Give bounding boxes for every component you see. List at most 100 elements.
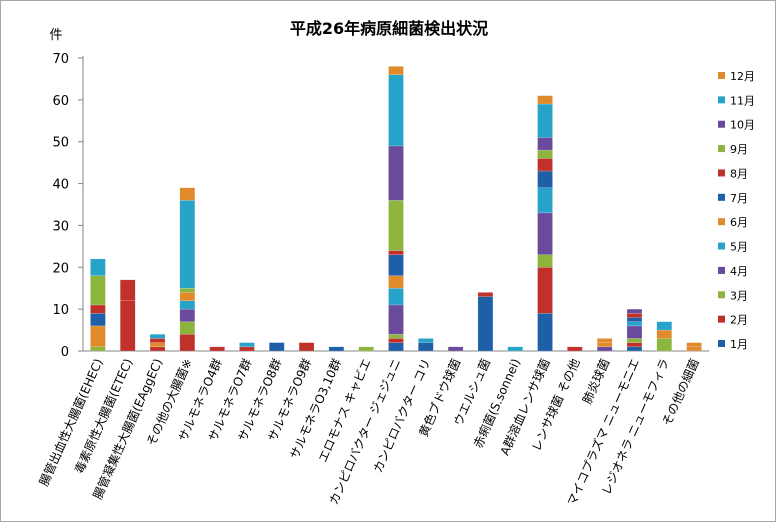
bar-segment-19-7	[626, 317, 643, 322]
bar-segment-20-3	[656, 338, 673, 352]
bar-segment-11-3	[388, 334, 404, 339]
bar-segment-1-9	[90, 275, 106, 306]
bar-segment-12-11	[418, 338, 434, 343]
legend-label-2: 2月	[730, 314, 748, 327]
legend-label-1: 1月	[730, 338, 748, 351]
bar-segment-16-7	[537, 170, 553, 189]
bar-segment-3-8	[149, 338, 166, 343]
legend-label-9: 9月	[730, 143, 748, 156]
legend-label-5: 5月	[730, 241, 748, 254]
bar-segment-16-1	[537, 313, 553, 352]
y-tick-label: 10	[52, 303, 69, 318]
bar-segment-11-7	[388, 254, 404, 276]
bar-segment-2-2	[119, 300, 136, 352]
bar-segment-16-9	[537, 149, 553, 159]
bar-segment-14-8	[477, 292, 494, 297]
bar-segment-7-7	[269, 342, 285, 352]
legend-swatch-2	[718, 315, 725, 323]
bar-segment-4-3	[179, 321, 196, 335]
bar-segment-19-1	[626, 346, 643, 352]
bar-segment-6-11	[239, 342, 255, 348]
y-tick-label: 50	[52, 136, 69, 151]
bar-segment-8-2	[298, 342, 315, 352]
bar-segment-4-4	[179, 308, 196, 322]
legend-swatch-10	[718, 120, 725, 128]
bar-segment-2-8	[119, 279, 136, 302]
y-tick-label: 40	[52, 178, 69, 193]
bar-segment-11-11	[388, 74, 404, 147]
bar-segment-11-4	[388, 304, 404, 335]
bar-segment-12-7	[418, 342, 434, 352]
legend-swatch-5	[718, 242, 725, 250]
legend: 12月 11月 10月 9月 8月 7月 6月 5月 4月 3月 2月 1月	[718, 70, 755, 351]
bar-segment-11-2	[388, 338, 404, 343]
y-tick-label: 0	[61, 345, 69, 360]
bar-segment-11-5	[388, 287, 404, 306]
legend-label-6: 6月	[730, 216, 748, 229]
legend-label-7: 7月	[730, 192, 748, 205]
bar-segment-1-11	[90, 258, 106, 276]
legend-swatch-1	[718, 340, 725, 347]
bar-segment-3-11	[149, 334, 166, 339]
legend-label-10: 10月	[730, 119, 755, 132]
bar-segment-16-3	[537, 254, 553, 268]
bar-segment-4-11	[179, 200, 196, 289]
bar-segment-17-2	[567, 346, 583, 352]
legend-swatch-11	[718, 96, 725, 104]
bar-segment-18-12	[596, 338, 613, 343]
bar-segment-18-4	[596, 346, 613, 352]
bars	[90, 66, 702, 352]
legend-swatch-8	[718, 169, 725, 177]
bar-segment-18-6	[596, 342, 613, 348]
bar-segment-21-6	[686, 346, 702, 352]
bar-segment-16-4	[537, 212, 553, 255]
bar-segment-4-6	[179, 292, 196, 302]
bar-segment-4-9	[179, 287, 196, 293]
bar-segment-11-12	[388, 66, 404, 75]
bar-segment-11-9	[388, 200, 404, 251]
bar-segment-19-8	[626, 313, 643, 318]
bar-segment-10-3	[358, 346, 374, 352]
bar-segment-13-4	[447, 346, 464, 352]
bar-segment-4-5	[179, 300, 196, 310]
legend-swatch-9	[718, 145, 725, 153]
bar-segment-19-5	[626, 321, 643, 327]
x-tick-labels: 腸管出血性大腸菌(EHEC)毒素原性大腸菌(ETEC)腸管凝集性大腸菌(EAgg…	[36, 356, 702, 508]
legend-swatch-3	[718, 291, 725, 299]
legend-label-11: 11月	[730, 94, 755, 107]
axes: 0 10 20 30 40 50 60 70	[52, 52, 709, 360]
legend-swatch-7	[718, 193, 725, 201]
bar-segment-3-6	[149, 342, 166, 348]
y-tick-label: 60	[52, 94, 69, 109]
x-tick-label-18: 肺炎球菌	[580, 357, 612, 407]
bar-segment-11-10	[388, 145, 404, 201]
bar-segment-14-1	[477, 296, 494, 352]
bar-segment-5-2	[209, 346, 225, 352]
legend-swatch-4	[718, 266, 725, 274]
y-tick-label: 20	[52, 261, 69, 276]
y-axis-unit-label: 件	[49, 28, 62, 43]
bar-segment-16-2	[537, 267, 553, 314]
legend-label-12: 12月	[730, 70, 755, 83]
chart-title: 平成26年病原細菌検出状況	[290, 19, 488, 38]
bar-segment-19-10	[626, 308, 643, 314]
bar-segment-16-8	[537, 158, 553, 172]
legend-swatch-6	[718, 218, 725, 226]
bar-segment-6-2	[239, 346, 255, 352]
y-tick-label: 70	[52, 52, 69, 67]
bar-segment-19-3	[626, 338, 643, 343]
bar-segment-20-11	[656, 321, 673, 331]
bar-segment-16-12	[537, 95, 553, 105]
bar-segment-4-2	[179, 334, 196, 352]
bar-segment-1-3	[90, 346, 106, 352]
y-tick-label: 30	[52, 219, 69, 234]
bar-segment-15-11	[507, 346, 523, 352]
bar-segment-11-8	[388, 250, 404, 255]
bar-segment-4-12	[179, 187, 196, 201]
legend-swatch-12	[718, 72, 725, 79]
bar-segment-1-6	[90, 325, 106, 348]
bar-segment-20-6	[656, 329, 673, 339]
bar-segment-19-4	[626, 325, 643, 339]
